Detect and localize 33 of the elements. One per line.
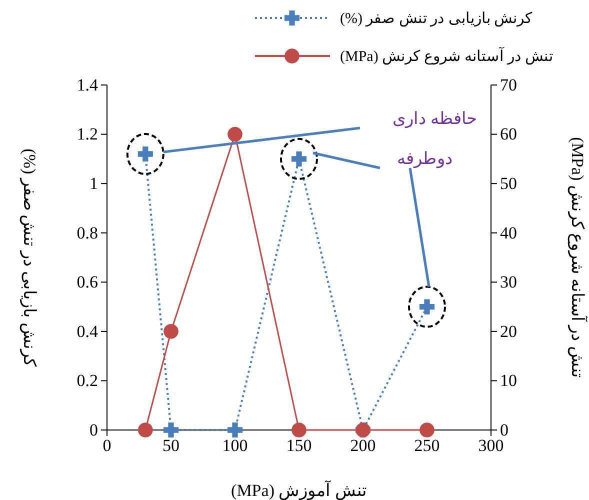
y-tick-label: 0.8 — [76, 223, 98, 242]
y2-tick-label: 10 — [500, 371, 517, 390]
y2-tick-label: 40 — [500, 223, 517, 242]
point — [138, 422, 153, 438]
y-tick-label: 0.6 — [76, 272, 98, 292]
point — [164, 324, 178, 339]
y2-tick-label: 50 — [500, 174, 517, 194]
x-tick-label: 100 — [222, 436, 248, 456]
y-tick-label: 0.2 — [76, 371, 98, 390]
x-tick-label: 250 — [414, 436, 440, 456]
x-tick-label: 200 — [350, 436, 376, 456]
x-tick-label: 150 — [286, 436, 312, 456]
legend-label: تنش در آستانه شروع کرنش (MPa) — [340, 47, 554, 65]
point — [420, 422, 434, 438]
legend-label: کرنش بازیابی در تنش صفر (%) — [340, 11, 534, 27]
annotation: دوطرفه — [397, 149, 453, 169]
y-tick-label: 0 — [90, 420, 98, 440]
y-tick-label: 1 — [90, 174, 98, 194]
x-axis-title: تنش آموزش (MPa) — [231, 479, 367, 500]
y2-tick-label: 30 — [500, 272, 517, 292]
y-tick-label: 1.2 — [76, 124, 98, 144]
y-tick-label: 0.4 — [76, 322, 98, 341]
y2-tick-label: 60 — [500, 124, 517, 144]
point — [228, 126, 242, 142]
y2-tick-label: 20 — [500, 322, 517, 341]
annotation: حافظه داری — [392, 109, 478, 129]
x-tick-label: 50 — [162, 436, 180, 456]
point — [292, 422, 306, 438]
y2-axis-title: تنش در آستانه شروع کرنش (MPa) — [567, 137, 589, 378]
y2-tick-label: 70 — [500, 75, 517, 94]
y-tick-label: 1.4 — [76, 75, 98, 94]
x-tick-label: 0 — [102, 436, 112, 456]
y-axis-title: کرنش بازیابی در تنش صفر (%) — [19, 148, 39, 368]
